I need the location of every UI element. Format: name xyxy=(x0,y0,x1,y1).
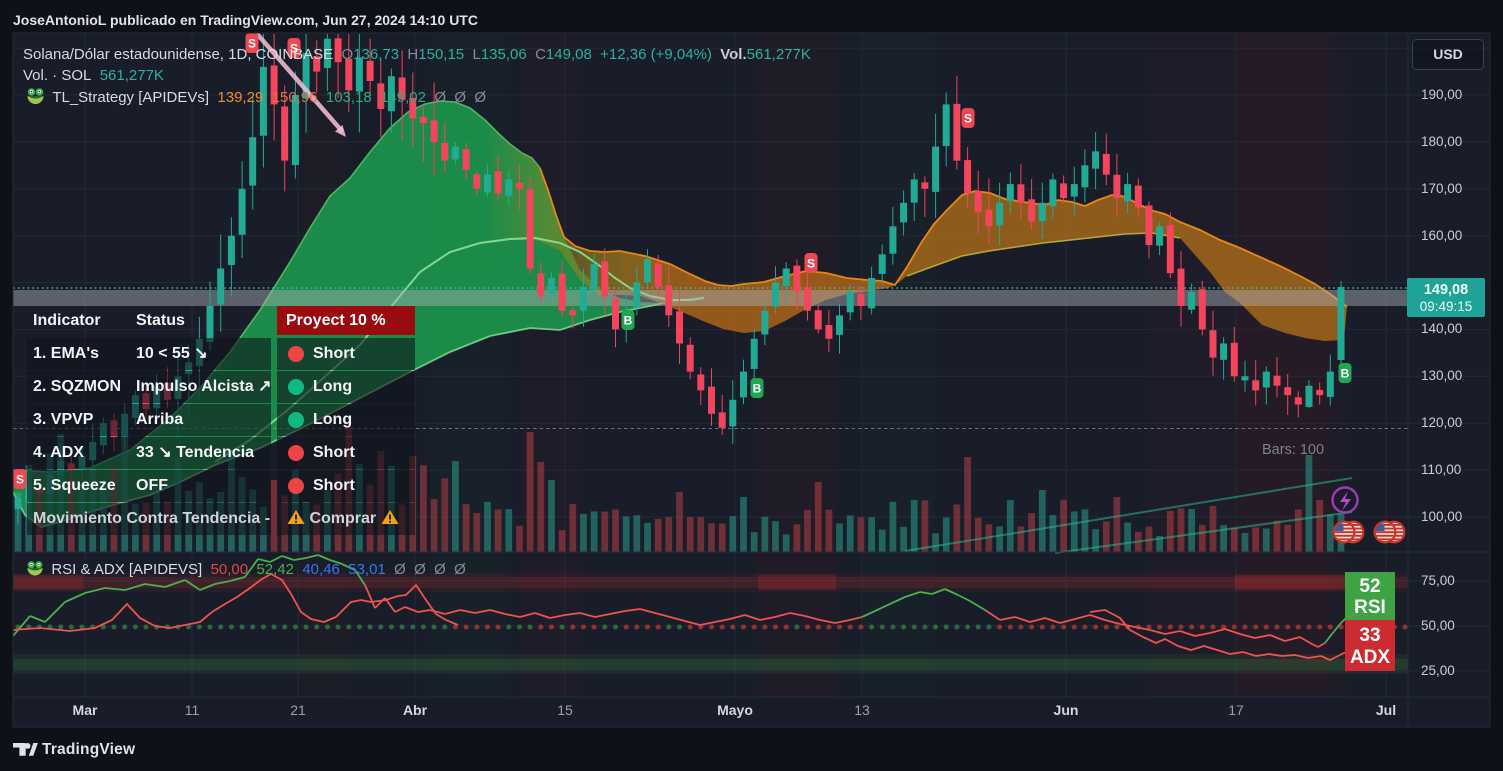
svg-text:33: 33 xyxy=(1359,625,1380,646)
svg-text:B: B xyxy=(1341,367,1350,381)
svg-text:149,08: 149,08 xyxy=(1424,282,1468,298)
svg-text:S: S xyxy=(16,473,24,487)
svg-text:RSI: RSI xyxy=(1354,597,1386,618)
svg-text:S: S xyxy=(248,37,256,51)
svg-text:B: B xyxy=(753,382,762,396)
svg-text:ADX: ADX xyxy=(1350,647,1390,668)
svg-text:S: S xyxy=(807,257,815,271)
svg-text:B: B xyxy=(624,314,633,328)
svg-text:S: S xyxy=(964,112,972,126)
svg-text:52: 52 xyxy=(1359,576,1380,597)
svg-text:09:49:15: 09:49:15 xyxy=(1420,299,1473,314)
svg-text:S: S xyxy=(290,42,298,56)
